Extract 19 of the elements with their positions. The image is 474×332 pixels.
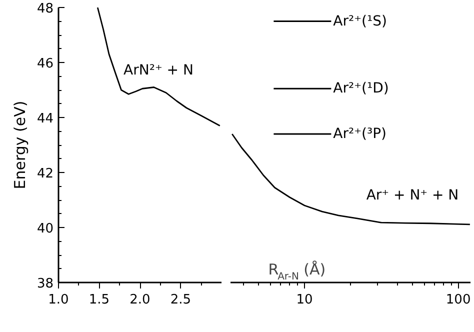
annotation: Ar⁺ + N⁺ + N [366,188,459,204]
line-series [96,8,221,126]
y-tick-label: 46 [36,56,54,72]
x-tick-label: 10 [296,292,313,308]
x-tick-label: 1.5 [88,292,110,308]
x-tick-label: 100 [446,292,471,308]
y-tick-label: 38 [36,276,54,292]
y-axis-title: Energy (eV) [10,100,29,190]
x-tick-label: 2.0 [130,292,150,308]
y-tick-label: 48 [36,2,54,16]
series-label: Ar²⁺(¹S) [333,13,387,30]
y-tick-label: 42 [36,166,54,182]
y-tick-label: 44 [36,112,54,126]
annotation: ArN²⁺ + N [124,62,194,78]
series-label: Ar²⁺(³P) [333,126,387,142]
series-label: Ar²⁺(¹D) [333,80,389,97]
x-tick-label: 2.5 [170,292,192,308]
x-tick-label: 1.0 [48,292,69,308]
y-tick-label: 40 [36,222,54,236]
